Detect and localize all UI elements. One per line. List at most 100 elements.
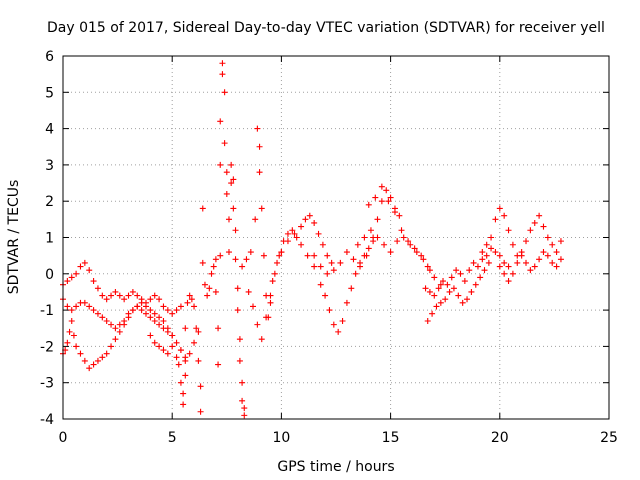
data-point [531, 263, 538, 270]
data-point [437, 299, 444, 306]
data-point [509, 241, 516, 248]
data-point [440, 278, 447, 285]
data-point [514, 259, 521, 266]
data-point [276, 252, 283, 259]
data-point [147, 296, 154, 303]
data-point [330, 321, 337, 328]
data-point [121, 321, 128, 328]
data-point [450, 285, 457, 292]
data-point [274, 259, 281, 266]
data-point [505, 263, 512, 270]
data-point [142, 303, 149, 310]
data-point [197, 383, 204, 390]
data-point [147, 332, 154, 339]
data-point [160, 303, 167, 310]
y-tick-label: 4 [45, 122, 54, 138]
data-point [245, 288, 252, 295]
series-layer [60, 60, 564, 419]
series-trace-k [365, 183, 444, 288]
data-point [212, 288, 219, 295]
y-tick-label: 2 [45, 194, 54, 210]
data-point [527, 267, 534, 274]
data-point [311, 219, 318, 226]
data-point [337, 259, 344, 266]
data-point [505, 227, 512, 234]
data-point [343, 249, 350, 256]
data-point [254, 321, 261, 328]
data-point [94, 310, 101, 317]
data-point [289, 227, 296, 234]
data-point [339, 317, 346, 324]
x-tick-label: 20 [491, 430, 509, 446]
data-point [496, 252, 503, 259]
y-tick-label: 5 [45, 85, 54, 101]
data-point [221, 89, 228, 96]
data-point [184, 299, 191, 306]
data-point [315, 230, 322, 237]
data-point [470, 259, 477, 266]
data-point [557, 256, 564, 263]
data-point [169, 343, 176, 350]
data-point [180, 401, 187, 408]
data-point [483, 252, 490, 259]
data-point [479, 249, 486, 256]
data-point [431, 292, 438, 299]
y-axis-label: SDTVAR / TECUs [6, 180, 22, 295]
data-point [557, 238, 564, 245]
data-point [201, 281, 208, 288]
data-point [492, 216, 499, 223]
data-point [267, 292, 274, 299]
data-point [481, 267, 488, 274]
data-point [298, 223, 305, 230]
data-point [103, 296, 110, 303]
data-point [156, 321, 163, 328]
data-point [387, 249, 394, 256]
data-point [230, 176, 237, 183]
data-point [164, 350, 171, 357]
data-point [103, 317, 110, 324]
data-point [488, 245, 495, 252]
data-point [186, 350, 193, 357]
data-point [81, 259, 88, 266]
data-point [448, 274, 455, 281]
data-point [112, 336, 119, 343]
data-point [232, 256, 239, 263]
data-point [73, 303, 80, 310]
data-point [73, 270, 80, 277]
data-point [271, 270, 278, 277]
data-point [70, 332, 77, 339]
data-point [433, 303, 440, 310]
data-point [444, 281, 451, 288]
data-point [204, 292, 211, 299]
data-point [81, 357, 88, 364]
data-point [374, 216, 381, 223]
data-point [260, 252, 267, 259]
data-point [90, 307, 97, 314]
data-point [228, 180, 235, 187]
data-point [108, 343, 115, 350]
data-point [278, 249, 285, 256]
data-point [175, 361, 182, 368]
data-point [188, 296, 195, 303]
data-point [195, 357, 202, 364]
data-point [219, 71, 226, 78]
data-point [68, 307, 75, 314]
data-point [225, 216, 232, 223]
data-point [64, 303, 71, 310]
data-point [77, 263, 84, 270]
data-point [258, 205, 265, 212]
data-point [459, 299, 466, 306]
data-point [335, 328, 342, 335]
data-point [306, 212, 313, 219]
data-point [387, 194, 394, 201]
data-point [536, 212, 543, 219]
series-trace-m [422, 245, 512, 299]
data-point [99, 292, 106, 299]
data-point [284, 230, 291, 237]
series-trace-d [147, 328, 202, 364]
data-point [442, 296, 449, 303]
data-point [156, 296, 163, 303]
data-point [86, 303, 93, 310]
data-point [365, 245, 372, 252]
